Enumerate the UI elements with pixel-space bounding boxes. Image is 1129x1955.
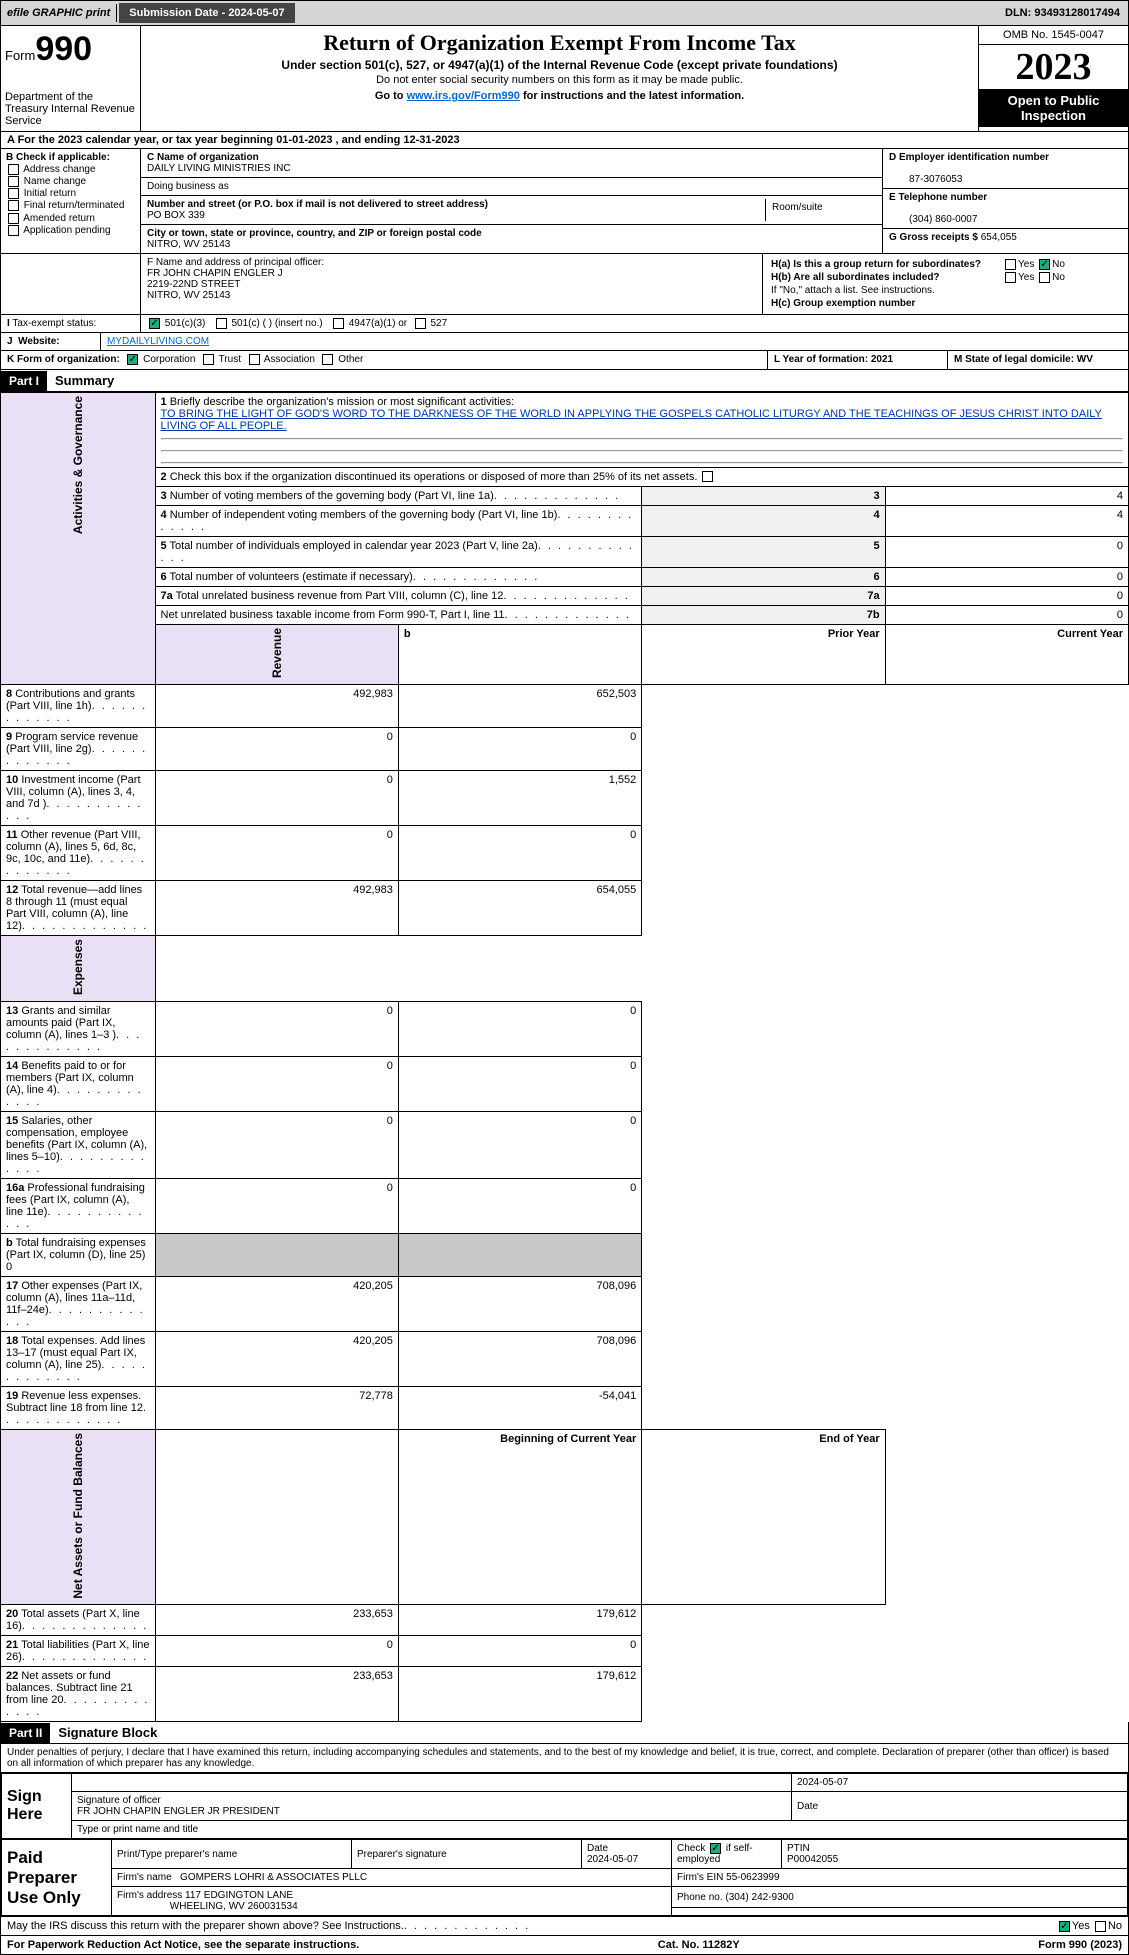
state-domicile: M State of legal domicile: WV (954, 354, 1093, 365)
hdr-current-year: Current Year (885, 624, 1128, 684)
cb-name-change[interactable]: Name change (6, 176, 135, 187)
cat-no: Cat. No. 11282Y (658, 1939, 740, 1951)
officer-name: FR JOHN CHAPIN ENGLER J (147, 268, 283, 279)
dln: DLN: 93493128017494 (997, 4, 1128, 22)
row-j: J Website: MYDAILYLIVING.COM (0, 333, 1129, 351)
firm-phone: (304) 242-9300 (725, 1892, 793, 1903)
box-c: C Name of organization DAILY LIVING MINI… (141, 149, 883, 253)
paperwork-notice: For Paperwork Reduction Act Notice, see … (7, 1939, 359, 1951)
cb-amended[interactable]: Amended return (6, 213, 135, 224)
officer-street: 2219-22ND STREET (147, 279, 240, 290)
open-inspection: Open to Public Inspection (979, 89, 1128, 127)
gross-label: G Gross receipts $ (889, 232, 978, 243)
section-governance: Activities & Governance (71, 396, 85, 534)
hb-note: If "No," attach a list. See instructions… (771, 285, 1120, 296)
ha-label: H(a) Is this a group return for subordin… (771, 259, 981, 270)
cb-app-pending[interactable]: Application pending (6, 225, 135, 236)
tax-year: 2023 (979, 45, 1128, 89)
form-header: Form990 Department of the Treasury Inter… (0, 26, 1129, 132)
irs-link[interactable]: www.irs.gov/Form990 (407, 90, 520, 102)
phone-label: E Telephone number (889, 192, 987, 203)
hdr-end-year: End of Year (642, 1429, 885, 1605)
firm-name: GOMPERS LOHRI & ASSOCIATES PLLC (180, 1872, 367, 1883)
cb-address-change[interactable]: Address change (6, 164, 135, 175)
hdr-prior-year: Prior Year (642, 624, 885, 684)
org-name-label: C Name of organization (147, 152, 259, 163)
firm-addr2: WHEELING, WV 260031534 (170, 1901, 298, 1912)
signature-block: Sign Here 2024-05-07 Signature of office… (0, 1773, 1129, 1917)
sign-here: Sign Here (2, 1774, 72, 1839)
phone: (304) 860-0007 (889, 214, 977, 225)
subtitle-1: Under section 501(c), 527, or 4947(a)(1)… (145, 58, 974, 72)
dba-label: Doing business as (147, 181, 229, 192)
preparer-date: 2024-05-07 (587, 1854, 638, 1865)
section-revenue: Revenue (270, 628, 284, 678)
firm-addr1: 117 EDGINGTON LANE (185, 1890, 293, 1901)
city-label: City or town, state or province, country… (147, 228, 482, 239)
form-number: Form990 (5, 30, 136, 69)
preparer-sig-label: Preparer's signature (352, 1840, 582, 1869)
ein-label: D Employer identification number (889, 152, 1049, 163)
discuss-row: May the IRS discuss this return with the… (0, 1917, 1129, 1936)
officer-city: NITRO, WV 25143 (147, 290, 230, 301)
box-b: B Check if applicable: Address change Na… (1, 149, 141, 253)
form-title: Return of Organization Exempt From Incom… (145, 30, 974, 56)
type-name-label: Type or print name and title (72, 1821, 1128, 1839)
section-net: Net Assets or Fund Balances (71, 1433, 85, 1599)
paid-preparer: Paid Preparer Use Only (2, 1840, 112, 1916)
website-link[interactable]: MYDAILYLIVING.COM (107, 336, 209, 347)
efile-label: efile GRAPHIC print (1, 4, 117, 22)
hb-label: H(b) Are all subordinates included? (771, 272, 940, 283)
preparer-name-label: Print/Type preparer's name (112, 1840, 352, 1869)
subtitle-3: Go to www.irs.gov/Form990 for instructio… (145, 90, 974, 102)
part1-header: Part ISummary (0, 370, 1129, 392)
sig-officer-name: FR JOHN CHAPIN ENGLER JR PRESIDENT (77, 1806, 280, 1817)
l2-text: Check this box if the organization disco… (170, 471, 698, 483)
row-f-h: F Name and address of principal officer:… (0, 254, 1129, 315)
cb-initial-return[interactable]: Initial return (6, 188, 135, 199)
omb-number: OMB No. 1545-0047 (979, 26, 1128, 45)
submission-button[interactable]: Submission Date - 2024-05-07 (119, 3, 294, 23)
year-formation: L Year of formation: 2021 (774, 354, 893, 365)
date-label: Date (792, 1792, 1128, 1821)
city: NITRO, WV 25143 (147, 239, 230, 250)
addr-label: Number and street (or P.O. box if mail i… (147, 199, 488, 210)
section-expenses: Expenses (71, 939, 85, 995)
part1-table: Activities & Governance 1 Briefly descri… (0, 392, 1129, 1723)
footer: For Paperwork Reduction Act Notice, see … (0, 1936, 1129, 1955)
box-d-e-g: D Employer identification number 87-3076… (883, 149, 1128, 253)
department: Department of the Treasury Internal Reve… (5, 91, 136, 127)
entity-grid: B Check if applicable: Address change Na… (0, 149, 1129, 254)
sig-officer-label: Signature of officer (77, 1795, 161, 1806)
cb-discuss-yes[interactable]: ✓ (1059, 1921, 1070, 1932)
cb-corp[interactable]: ✓ (127, 354, 138, 365)
ein: 87-3076053 (889, 174, 962, 185)
row-a: A For the 2023 calendar year, or tax yea… (0, 132, 1129, 149)
officer-label: F Name and address of principal officer: (147, 257, 324, 268)
gross-receipts: 654,055 (981, 232, 1017, 243)
ptin: P00042055 (787, 1854, 838, 1865)
topbar: efile GRAPHIC print Submission Date - 20… (0, 0, 1129, 26)
l1-label: Briefly describe the organization's miss… (170, 396, 514, 408)
row-k-l-m: K Form of organization: ✓ Corporation Tr… (0, 351, 1129, 369)
penalties-text: Under penalties of perjury, I declare th… (0, 1744, 1129, 1773)
hdr-begin-year: Beginning of Current Year (398, 1429, 641, 1605)
addr: PO BOX 339 (147, 210, 205, 221)
cb-501c3[interactable]: ✓ (149, 318, 160, 329)
org-name: DAILY LIVING MINISTRIES INC (147, 163, 291, 174)
part2-header: Part IISignature Block (0, 1722, 1129, 1744)
cb-final-return[interactable]: Final return/terminated (6, 200, 135, 211)
subtitle-2: Do not enter social security numbers on … (145, 74, 974, 86)
form-ref: Form 990 (2023) (1038, 1939, 1122, 1951)
firm-ein: 55-0623999 (726, 1872, 779, 1883)
row-i: I Tax-exempt status: ✓ 501(c)(3) 501(c) … (0, 315, 1129, 333)
hc-label: H(c) Group exemption number (771, 298, 915, 309)
room-label: Room/suite (772, 202, 823, 213)
mission-text: TO BRING THE LIGHT OF GOD'S WORD TO THE … (161, 408, 1102, 432)
